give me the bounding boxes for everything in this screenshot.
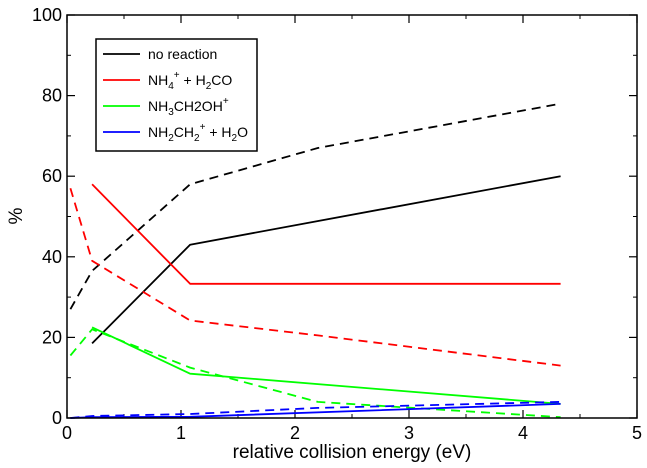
x-tick-label: 2 (290, 423, 300, 443)
legend-label: NH2CH2+ + H2O (148, 122, 248, 144)
y-tick-label: 40 (42, 247, 62, 267)
legend: no reaction NH4+ + H2CO NH3CH2OH+ NH2CH2+ +… (95, 38, 258, 152)
series-line-dashed-5 (69, 328, 561, 419)
legend-label: NH3CH2OH+ (148, 96, 229, 118)
y-tick-label: 0 (52, 408, 62, 428)
series-line-dashed-3 (69, 188, 561, 367)
series-lines (69, 102, 561, 419)
x-axis-title: relative collision energy (eV) (233, 442, 472, 463)
x-tick-label: 0 (62, 423, 72, 443)
y-tick-label: 20 (42, 327, 62, 347)
axis-ticks: 0 1 2 3 4 5 0 20 40 60 80 100 (32, 5, 642, 443)
y-tick-label: 60 (42, 166, 62, 186)
x-tick-label: 5 (632, 423, 642, 443)
plot-frame (66, 14, 638, 419)
y-axis-title: % (6, 207, 27, 224)
legend-label: no reaction (148, 46, 217, 62)
x-tick-label: 3 (404, 423, 414, 443)
x-tick-label: 4 (518, 423, 528, 443)
legend-label: NH4+ + H2CO (148, 70, 232, 92)
series-line-solid-0 (91, 175, 561, 345)
x-tick-label: 1 (176, 423, 186, 443)
y-tick-label: 100 (32, 5, 62, 25)
series-line-solid-2 (91, 183, 561, 285)
y-tick-label: 80 (42, 86, 62, 106)
series-line-solid-4 (91, 326, 561, 405)
